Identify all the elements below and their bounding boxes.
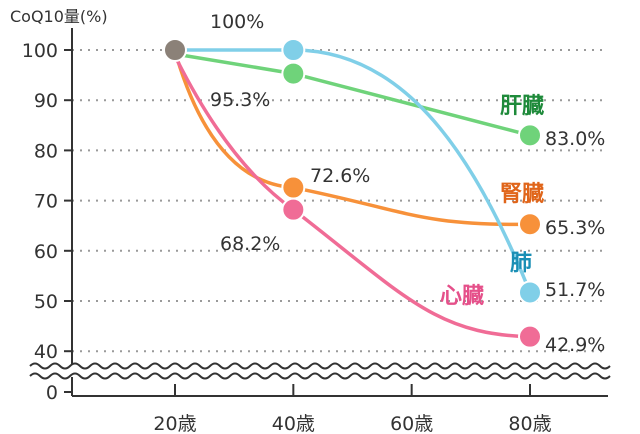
y-axis-label: CoQ10量(%) bbox=[10, 7, 108, 26]
y-tick-label: 0 bbox=[46, 382, 58, 404]
series-label-lung: 肺 bbox=[510, 251, 532, 276]
y-ticks: 0 40 50 60 70 80 90 100 bbox=[22, 40, 72, 404]
kidney-line bbox=[175, 56, 532, 227]
data-label: 51.7% bbox=[545, 279, 605, 301]
heart-line bbox=[175, 58, 532, 339]
lung-point bbox=[281, 38, 306, 62]
data-label: 100% bbox=[210, 11, 264, 33]
data-label: 42.9% bbox=[545, 334, 605, 356]
kidney-point bbox=[281, 175, 306, 200]
data-label: 72.6% bbox=[310, 165, 370, 187]
y-tick-label: 50 bbox=[34, 291, 58, 313]
y-tick-label: 100 bbox=[22, 40, 58, 62]
x-tick-label: 80歳 bbox=[508, 413, 551, 434]
y-tick-label: 80 bbox=[34, 140, 58, 162]
axes bbox=[29, 28, 614, 397]
heart-point bbox=[281, 197, 306, 222]
x-tick-label: 40歳 bbox=[272, 413, 315, 434]
lung-line bbox=[173, 48, 532, 295]
kidney-point bbox=[518, 212, 542, 237]
axis-break-wave-bottom bbox=[29, 372, 611, 380]
data-label: 95.3% bbox=[210, 89, 270, 111]
series-label-kidney: 腎臓 bbox=[500, 182, 544, 207]
y-tick-label: 60 bbox=[34, 241, 58, 263]
data-label: 83.0% bbox=[545, 128, 605, 150]
x-ticks: 20歳 40歳 60歳 80歳 bbox=[153, 384, 552, 434]
data-label: 68.2% bbox=[220, 233, 280, 255]
liver-point bbox=[281, 61, 306, 86]
start-point bbox=[163, 38, 187, 62]
series-label-liver: 肝臓 bbox=[500, 94, 544, 119]
y-tick-label: 40 bbox=[34, 341, 58, 363]
x-tick-label: 60歳 bbox=[390, 413, 433, 434]
heart-point bbox=[518, 324, 542, 349]
data-label: 65.3% bbox=[545, 217, 605, 239]
lung-point bbox=[518, 280, 542, 305]
x-tick-label: 20歳 bbox=[153, 413, 196, 434]
gridlines bbox=[72, 49, 608, 353]
axis-break-wave-top bbox=[29, 362, 611, 370]
liver-point bbox=[518, 123, 542, 148]
data-points bbox=[163, 38, 542, 349]
series-label-heart: 心臓 bbox=[440, 284, 484, 309]
data-labels: 100% 51.7% 95.3% 83.0% 72.6% 65.3% 68.2% 42.9% bbox=[210, 11, 605, 356]
y-tick-label: 90 bbox=[34, 90, 58, 112]
y-tick-label: 70 bbox=[34, 191, 58, 213]
